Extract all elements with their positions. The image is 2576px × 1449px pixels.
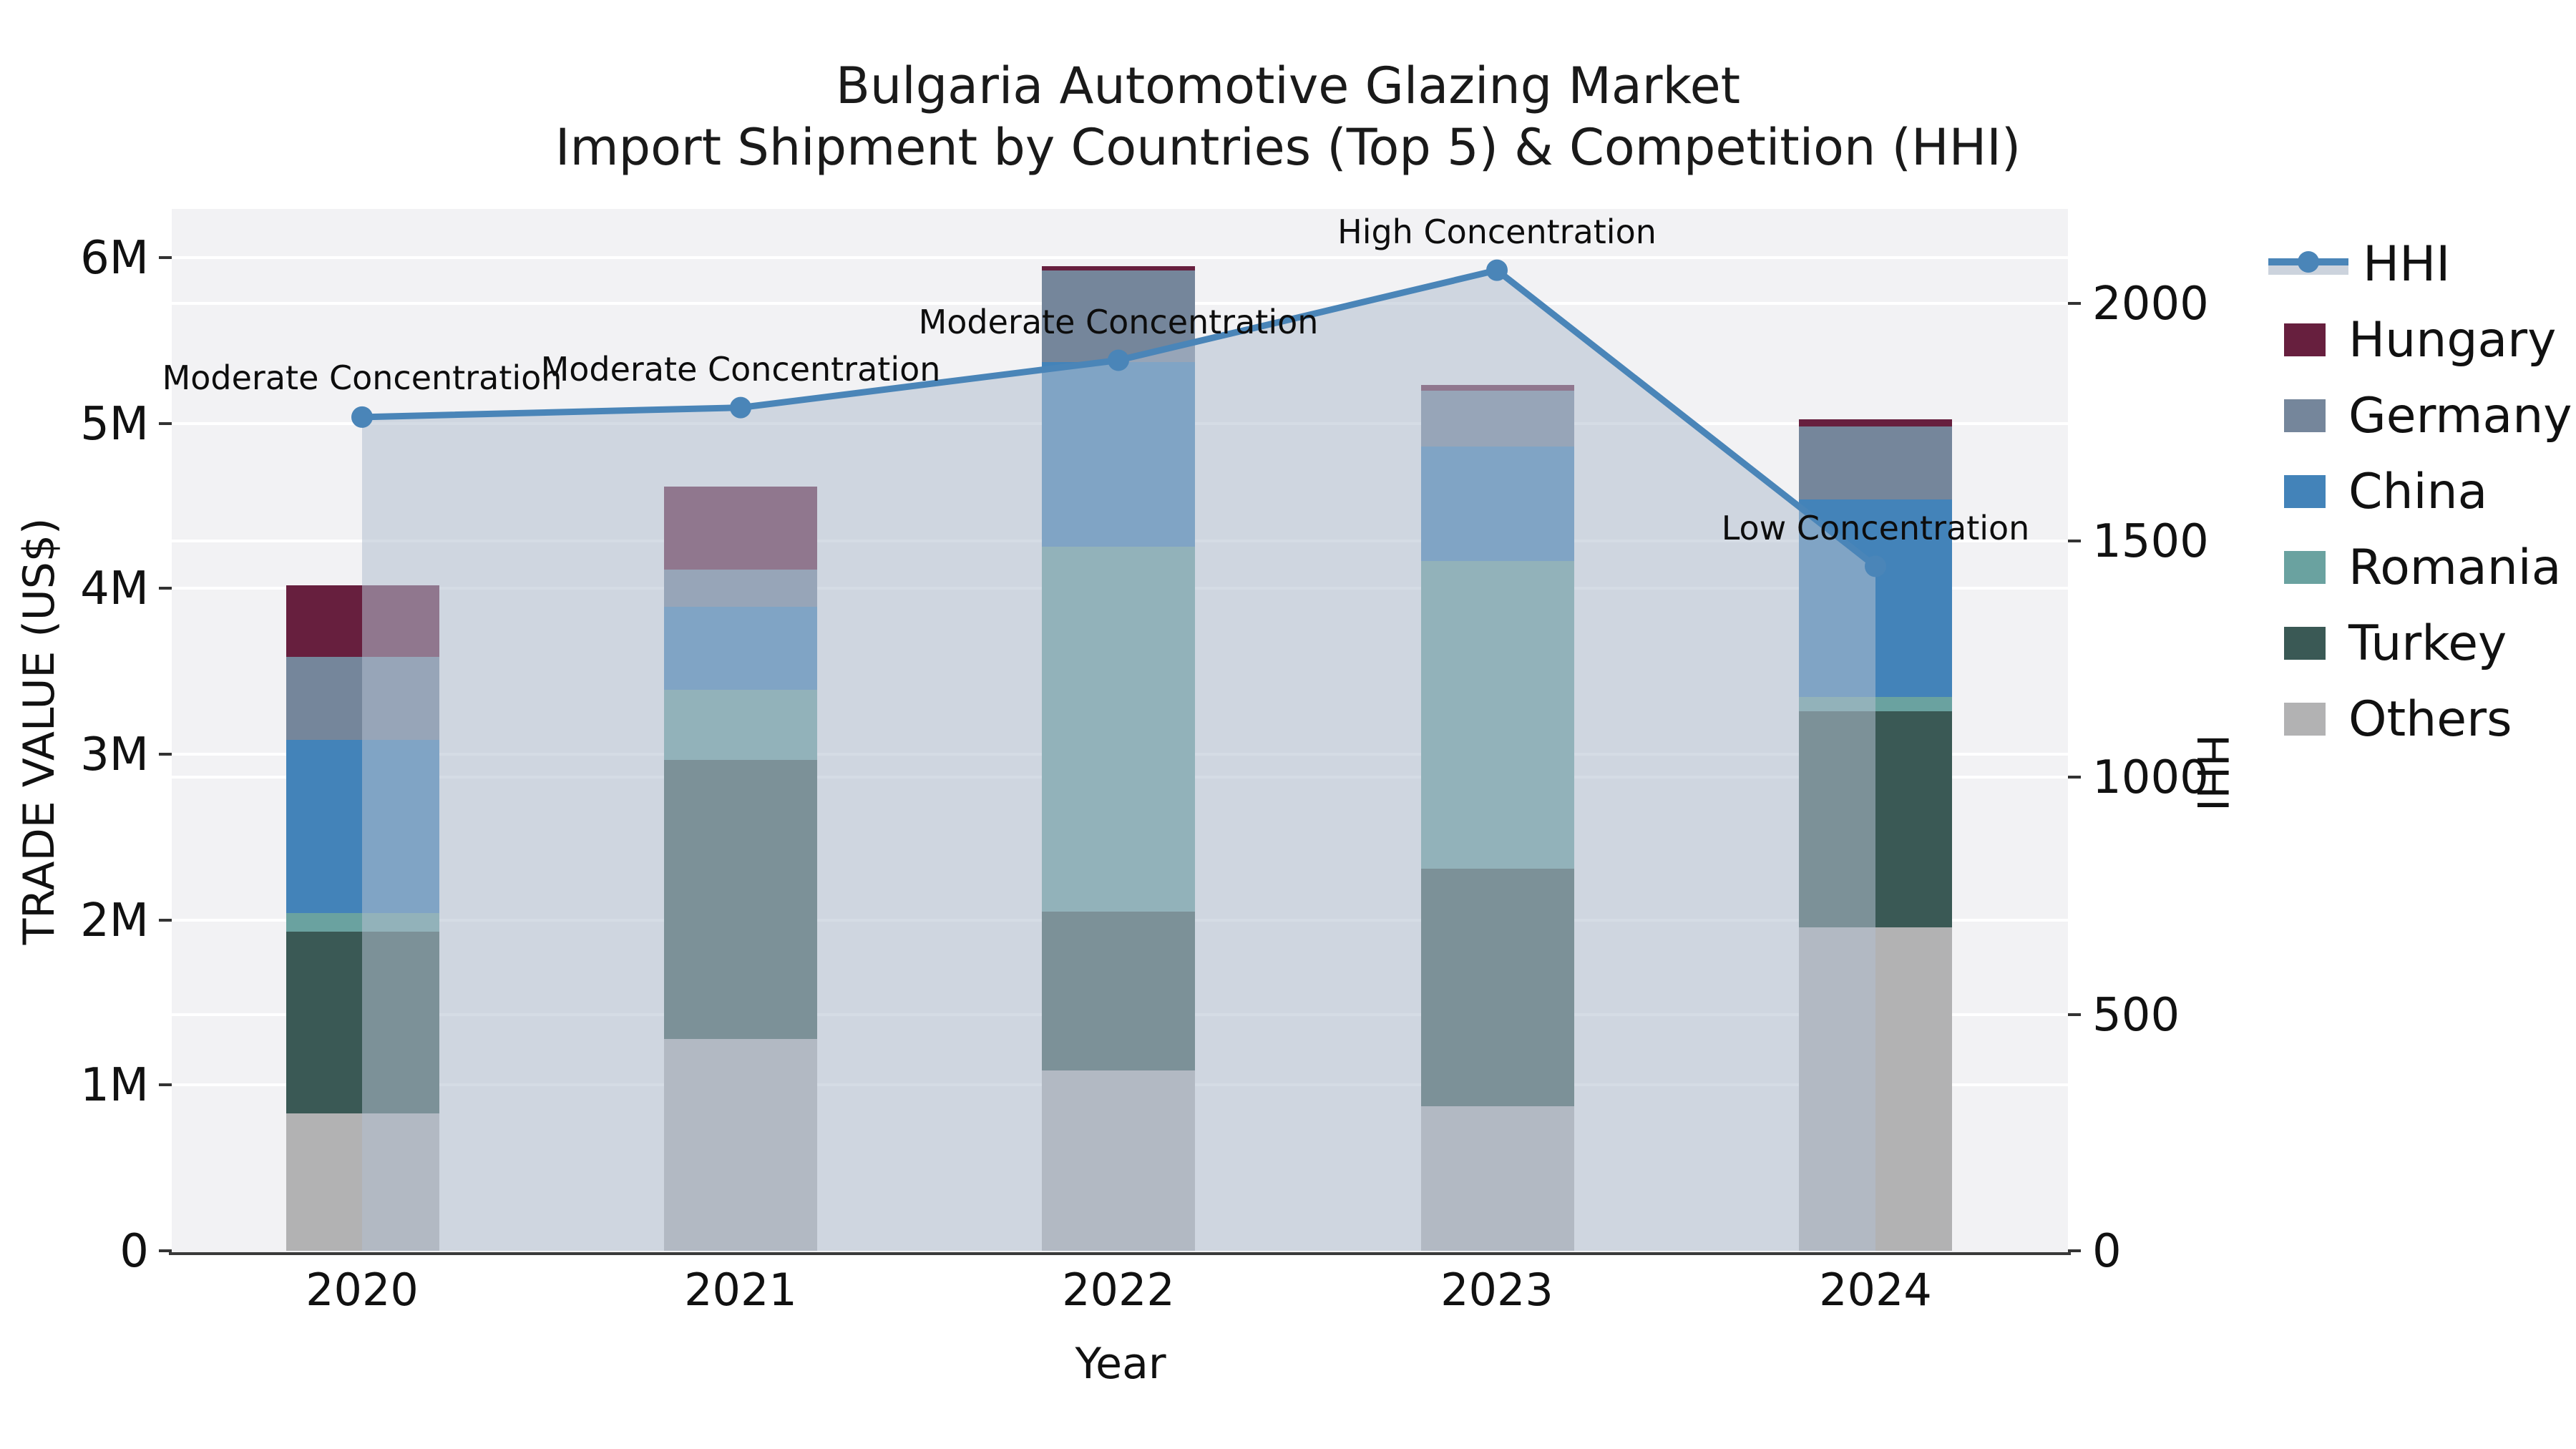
legend-item-germany: Germany [2284,378,2572,454]
legend-item-turkey: Turkey [2284,605,2572,681]
y-axis-left-tickmark-5M [159,421,172,425]
x-axis-tick-2024: 2024 [1819,1265,1932,1317]
y-axis-right-tick-0: 0 [2092,1224,2122,1278]
chart-title: Bulgaria Automotive Glazing Market Impor… [0,57,2576,180]
hhi-marker-2024 [1865,555,1886,577]
chart-title-line1: Bulgaria Automotive Glazing Market [835,59,1741,116]
y-axis-left-tick-1M: 1M [80,1058,149,1113]
annotation-2020: Moderate Concentration [162,361,562,399]
y-axis-left-tick-3M: 3M [80,727,149,782]
hhi-marker-2023 [1486,259,1508,281]
y-axis-left-tickmark-0 [159,1249,172,1252]
legend-item-romania: Romania [2284,530,2572,605]
x-axis-tick-2022: 2022 [1062,1265,1175,1317]
y-axis-left-tick-0: 0 [119,1224,149,1278]
hhi-marker-2021 [730,396,751,419]
annotation-2022: Moderate Concentration [918,304,1319,342]
legend-item-others: Others [2284,681,2572,757]
y-axis-left-tickmark-1M [159,1083,172,1087]
plot-area [172,209,2068,1254]
hhi-line-layer [351,259,1886,1251]
gridline-left-6M [172,256,2068,260]
bar-segment-hungary-2022 [1042,265,1195,271]
x-axis-tick-2023: 2023 [1440,1265,1553,1317]
legend-swatch-romania [2284,551,2326,584]
y-axis-left-tickmark-6M [159,256,172,260]
y-axis-left-tickmark-4M [159,587,172,590]
legend: HHI Hungary Germany China Romania Turkey Other… [2268,226,2572,757]
annotation-2024: Low Concentration [1721,510,2030,548]
legend-swatch-hungary [2284,323,2326,356]
y-axis-left-tick-4M: 4M [80,561,149,616]
y-axis-right-tickmark-2000 [2068,302,2081,305]
y-axis-right-tickmark-1500 [2068,539,2081,542]
chart-title-line2: Import Shipment by Countries (Top 5) & C… [555,120,2021,177]
y-axis-left-tickmark-3M [159,753,172,756]
annotation-2023: High Concentration [1337,214,1657,252]
legend-swatch-turkey [2284,627,2326,660]
y-axis-left-tick-6M: 6M [80,230,149,286]
hhi-legend-line-icon [2268,250,2348,274]
y-axis-right-tickmark-1000 [2068,776,2081,779]
hhi-marker-2022 [1108,349,1129,371]
legend-item-hungary: Hungary [2284,302,2572,378]
x-axis-spine [169,1252,2071,1255]
y-axis-left-tick-5M: 5M [80,396,149,451]
legend-label-china: China [2348,463,2488,520]
y-axis-right-tick-1000: 1000 [2092,750,2209,804]
hhi-area-fill [362,270,1875,1251]
y-axis-right-tickmark-500 [2068,1013,2081,1015]
legend-item-china: China [2284,454,2572,530]
hhi-marker-2020 [351,406,373,428]
y-axis-label-left: TRADE VALUE (US$) [15,517,65,945]
bar-segment-germany-2024 [1799,426,1952,499]
legend-label-hhi: HHI [2363,235,2451,293]
y-axis-right-tick-500: 500 [2092,987,2180,1041]
legend-swatch-others [2284,703,2326,736]
y-axis-right-tick-1500: 1500 [2092,513,2209,567]
y-axis-left-tickmark-2M [159,918,172,922]
legend-label-germany: Germany [2348,387,2572,444]
bar-segment-hungary-2024 [1799,419,1952,427]
annotation-2021: Moderate Concentration [540,351,941,389]
legend-label-others: Others [2348,691,2512,748]
x-axis-label: Year [1075,1340,1166,1390]
x-axis-tick-2020: 2020 [306,1265,419,1317]
y-axis-right-tickmark-0 [2068,1249,2081,1252]
legend-swatch-china [2284,475,2326,508]
x-axis-tick-2021: 2021 [684,1265,797,1317]
legend-label-hungary: Hungary [2348,311,2557,369]
legend-label-turkey: Turkey [2348,615,2507,672]
legend-swatch-germany [2284,399,2326,432]
legend-label-romania: Romania [2348,539,2562,596]
legend-item-hhi: HHI [2268,226,2572,302]
y-axis-right-tick-2000: 2000 [2092,276,2209,331]
y-axis-left-tick-2M: 2M [80,892,149,947]
